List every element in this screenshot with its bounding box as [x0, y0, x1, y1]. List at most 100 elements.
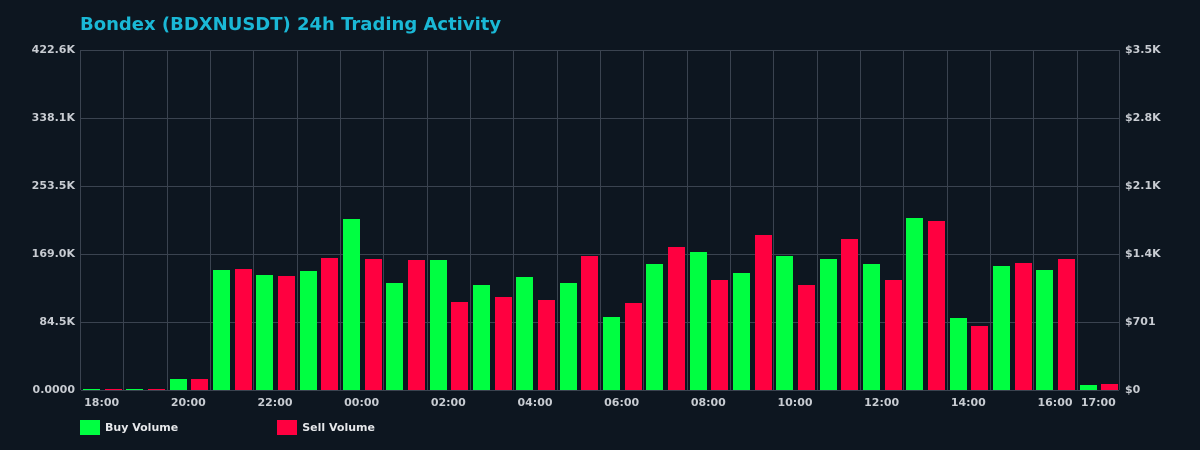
buy-volume-bar[interactable]: [603, 316, 620, 390]
v-gridline: [123, 50, 125, 390]
legend-label-sell: Sell Volume: [302, 421, 375, 434]
v-gridline: [426, 50, 428, 390]
v-gridline: [600, 50, 601, 390]
x-tick-label: 22:00: [257, 396, 293, 409]
x-tick-label: 10:00: [777, 396, 813, 409]
x-tick-label: 14:00: [950, 396, 986, 409]
x-tick-label: 17:00: [1080, 396, 1116, 409]
sell-volume-bar[interactable]: [1014, 262, 1032, 390]
buy-volume-bar[interactable]: [213, 270, 230, 390]
y-tick-left: 422.6K: [31, 43, 75, 56]
buy-volume-bar[interactable]: [646, 263, 664, 390]
x-tick-label: 16:00: [1037, 396, 1073, 409]
v-gridline: [730, 50, 731, 390]
buy-volume-bar[interactable]: [993, 266, 1010, 390]
sell-volume-bar[interactable]: [1101, 384, 1119, 390]
y-tick-right: $1.4K: [1125, 247, 1161, 260]
buy-volume-bar[interactable]: [906, 217, 924, 390]
v-gridline: [166, 50, 168, 390]
v-gridline: [860, 50, 861, 390]
y-tick-left: 0.0000: [32, 383, 75, 396]
y-tick-left: 169.0K: [31, 247, 75, 260]
sell-volume-bar[interactable]: [971, 325, 989, 390]
v-gridline: [296, 50, 298, 390]
sell-volume-bar[interactable]: [538, 299, 555, 390]
buy-volume-bar[interactable]: [299, 270, 317, 390]
buy-volume-bar[interactable]: [1036, 270, 1054, 390]
v-gridline: [773, 50, 775, 390]
v-gridline: [1076, 50, 1078, 390]
y-tick-right: $2.1K: [1125, 179, 1161, 192]
legend: Buy Volume Sell Volume: [80, 420, 397, 435]
y-tick-right: $3.5K: [1125, 43, 1161, 56]
buy-volume-bar[interactable]: [949, 318, 967, 390]
buy-volume-bar[interactable]: [733, 272, 750, 390]
x-tick-label: 04:00: [517, 396, 553, 409]
sell-volume-bar[interactable]: [798, 285, 815, 390]
sell-volume-bar[interactable]: [884, 279, 902, 390]
v-gridline: [253, 50, 255, 390]
sell-volume-bar[interactable]: [624, 303, 642, 390]
sell-volume-bar[interactable]: [451, 302, 469, 390]
buy-swatch: [80, 420, 100, 435]
v-gridline: [816, 50, 818, 390]
buy-volume-bar[interactable]: [473, 285, 490, 390]
buy-volume-bar[interactable]: [169, 378, 187, 390]
v-gridline: [470, 50, 471, 390]
legend-label-buy: Buy Volume: [105, 421, 179, 434]
y-tick-left: 84.5K: [39, 315, 75, 328]
buy-volume-bar[interactable]: [386, 283, 404, 390]
v-gridline: [383, 50, 385, 390]
sell-volume-bar[interactable]: [321, 258, 339, 390]
v-gridline: [903, 50, 905, 390]
sell-volume-bar[interactable]: [148, 389, 165, 390]
sell-volume-bar[interactable]: [668, 246, 685, 390]
sell-volume-bar[interactable]: [494, 296, 512, 390]
x-tick-label: 00:00: [344, 396, 380, 409]
buy-volume-bar[interactable]: [83, 389, 100, 390]
y-tick-right: $701: [1125, 315, 1156, 328]
x-tick-label: 20:00: [170, 396, 206, 409]
sell-volume-bar[interactable]: [928, 221, 945, 390]
v-gridline: [686, 50, 688, 390]
y-tick-right: $2.8K: [1125, 111, 1161, 124]
v-gridline: [340, 50, 341, 390]
sell-volume-bar[interactable]: [841, 238, 859, 390]
plot-area: [80, 50, 1120, 391]
sell-volume-bar[interactable]: [581, 256, 599, 390]
v-gridline: [1033, 50, 1035, 390]
sell-volume-bar[interactable]: [408, 259, 425, 390]
legend-item-buy[interactable]: Buy Volume: [80, 420, 178, 435]
v-gridline: [513, 50, 515, 390]
y-tick-right: $0: [1125, 383, 1141, 396]
h-gridline: [81, 390, 1119, 391]
x-tick-label: 06:00: [604, 396, 640, 409]
v-gridline: [556, 50, 558, 390]
buy-volume-bar[interactable]: [126, 389, 144, 390]
sell-volume-bar[interactable]: [191, 378, 209, 390]
buy-volume-bar[interactable]: [343, 218, 360, 390]
x-tick-label: 18:00: [84, 396, 120, 409]
sell-volume-bar[interactable]: [234, 269, 252, 390]
buy-volume-bar[interactable]: [819, 258, 837, 390]
sell-swatch: [277, 420, 298, 435]
sell-volume-bar[interactable]: [364, 258, 382, 390]
chart-title: Bondex (BDXNUSDT) 24h Trading Activity: [80, 14, 502, 35]
sell-volume-bar[interactable]: [1058, 258, 1075, 390]
buy-volume-bar[interactable]: [1079, 385, 1097, 390]
v-gridline: [990, 50, 991, 390]
buy-volume-bar[interactable]: [516, 277, 534, 390]
sell-volume-bar[interactable]: [278, 275, 295, 390]
legend-item-sell[interactable]: Sell Volume: [277, 420, 375, 435]
buy-volume-bar[interactable]: [689, 251, 707, 390]
sell-volume-bar[interactable]: [104, 389, 122, 390]
buy-volume-bar[interactable]: [776, 255, 794, 390]
buy-volume-bar[interactable]: [559, 283, 577, 390]
buy-volume-bar[interactable]: [429, 259, 447, 390]
sell-volume-bar[interactable]: [711, 279, 729, 390]
buy-volume-bar[interactable]: [863, 263, 880, 390]
sell-volume-bar[interactable]: [754, 234, 772, 390]
v-gridline: [946, 50, 948, 390]
buy-volume-bar[interactable]: [256, 274, 274, 390]
v-gridline: [643, 50, 645, 390]
